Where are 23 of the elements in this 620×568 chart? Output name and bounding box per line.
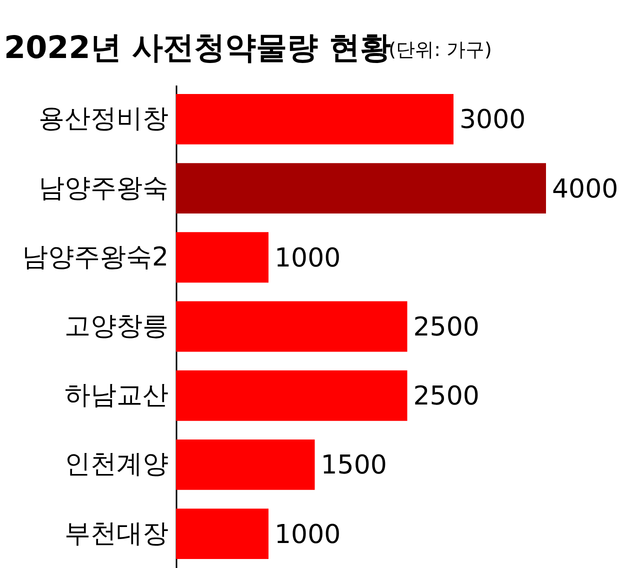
y-tick-label: 하남교산	[64, 380, 168, 411]
data-label: 1500	[320, 450, 387, 481]
data-label: 2500	[413, 312, 480, 342]
bar	[176, 370, 408, 421]
y-tick-label: 고양창릉	[64, 312, 168, 342]
bar	[176, 439, 315, 490]
data-label: 1000	[274, 520, 341, 550]
data-label: 4000	[552, 174, 618, 204]
data-label: 2500	[413, 382, 480, 412]
data-label: 3000	[460, 105, 526, 136]
bar	[176, 508, 268, 560]
data-label: 1000	[274, 243, 341, 274]
bar	[176, 301, 408, 352]
bar	[176, 232, 268, 283]
y-tick-label: 부천대장	[64, 518, 168, 549]
chart-title: 2022년 사전청약물량 현황	[4, 30, 391, 66]
y-tick-label: 인천계양	[64, 450, 168, 480]
y-tick-label: 용산정비창	[38, 104, 168, 134]
bar	[176, 163, 546, 214]
y-tick-label: 남양주왕숙2	[22, 242, 168, 272]
bar	[176, 94, 454, 144]
y-tick-label: 남양주왕숙	[38, 173, 168, 204]
chart-subtitle: (단위: 가구)	[388, 39, 492, 61]
